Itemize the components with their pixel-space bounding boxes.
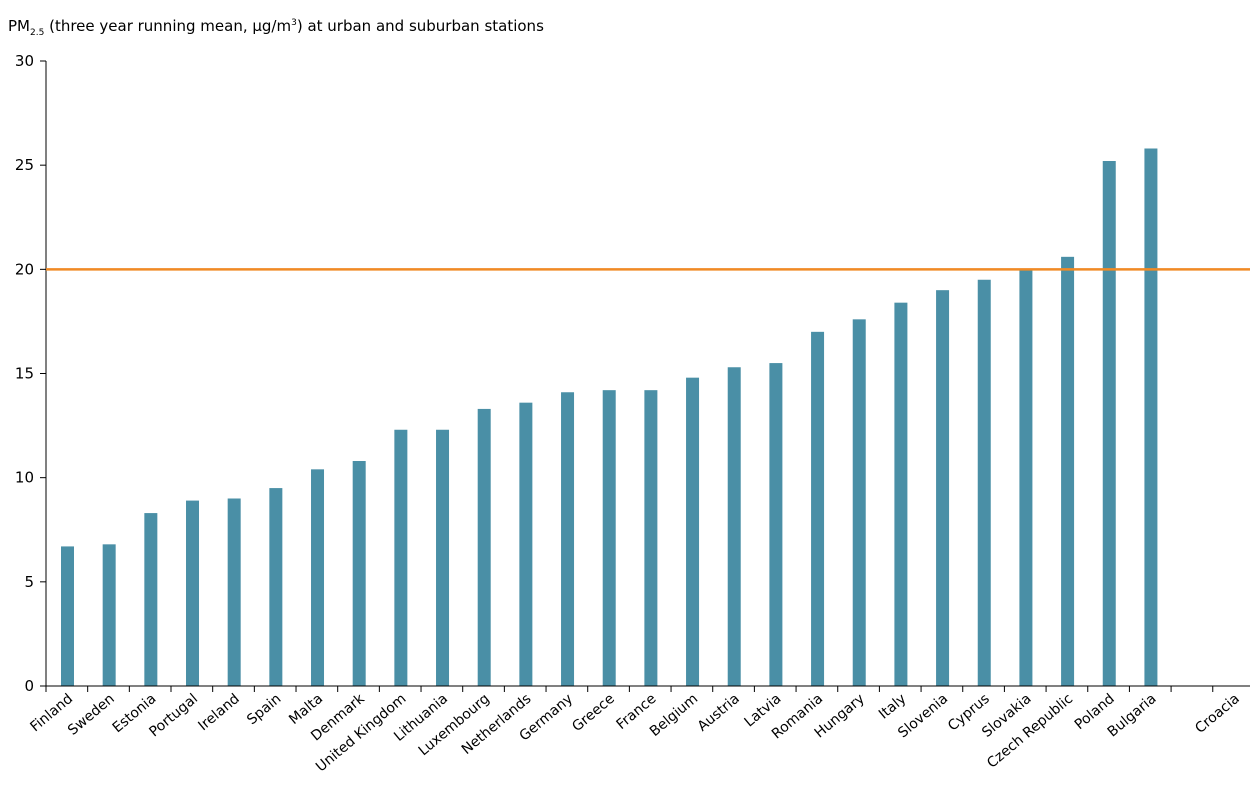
bar: [1061, 256, 1075, 686]
x-category-label: Greece: [569, 691, 617, 735]
bar: [1102, 161, 1116, 686]
bar: [852, 319, 866, 686]
bar: [352, 461, 366, 686]
bar: [602, 390, 616, 686]
bar: [1144, 148, 1158, 686]
bars: [61, 148, 1158, 686]
x-category-label: Austria: [695, 691, 743, 735]
bar: [561, 392, 575, 686]
bar: [1019, 269, 1033, 686]
x-category-label: Italy: [876, 691, 910, 723]
x-category-label: Ireland: [195, 691, 242, 734]
x-category-label: Sweden: [65, 691, 118, 739]
bar: [936, 290, 950, 686]
y-tick-label: 25: [15, 156, 34, 174]
bar: [477, 408, 491, 686]
bar: [269, 488, 283, 686]
bar: [644, 390, 658, 686]
bar: [727, 367, 741, 686]
bar: [394, 429, 408, 686]
bar: [894, 302, 908, 686]
bar: [102, 544, 116, 686]
bar: [61, 546, 74, 686]
bar: [686, 377, 700, 686]
chart-title: PM2.5 (three year running mean, µg/m3) a…: [8, 17, 544, 38]
bar: [436, 429, 450, 686]
y-tick-label: 0: [24, 677, 34, 695]
x-category-label: Spain: [244, 691, 284, 728]
y-tick-label: 5: [24, 573, 34, 591]
bar: [977, 279, 991, 686]
bar: [769, 363, 783, 686]
bar: [311, 469, 325, 686]
bar: [144, 513, 158, 686]
bar: [519, 402, 533, 686]
y-axis: 0 5 10 15 20 25 30: [15, 52, 47, 695]
y-tick-label: 20: [15, 260, 34, 278]
y-tick-label: 30: [15, 52, 34, 70]
x-category-label: Croacia: [1192, 691, 1243, 737]
y-tick-label: 10: [15, 469, 34, 487]
y-tick-label: 15: [15, 365, 34, 383]
bar: [811, 331, 825, 686]
bar: [227, 498, 241, 686]
bar: [186, 500, 200, 686]
